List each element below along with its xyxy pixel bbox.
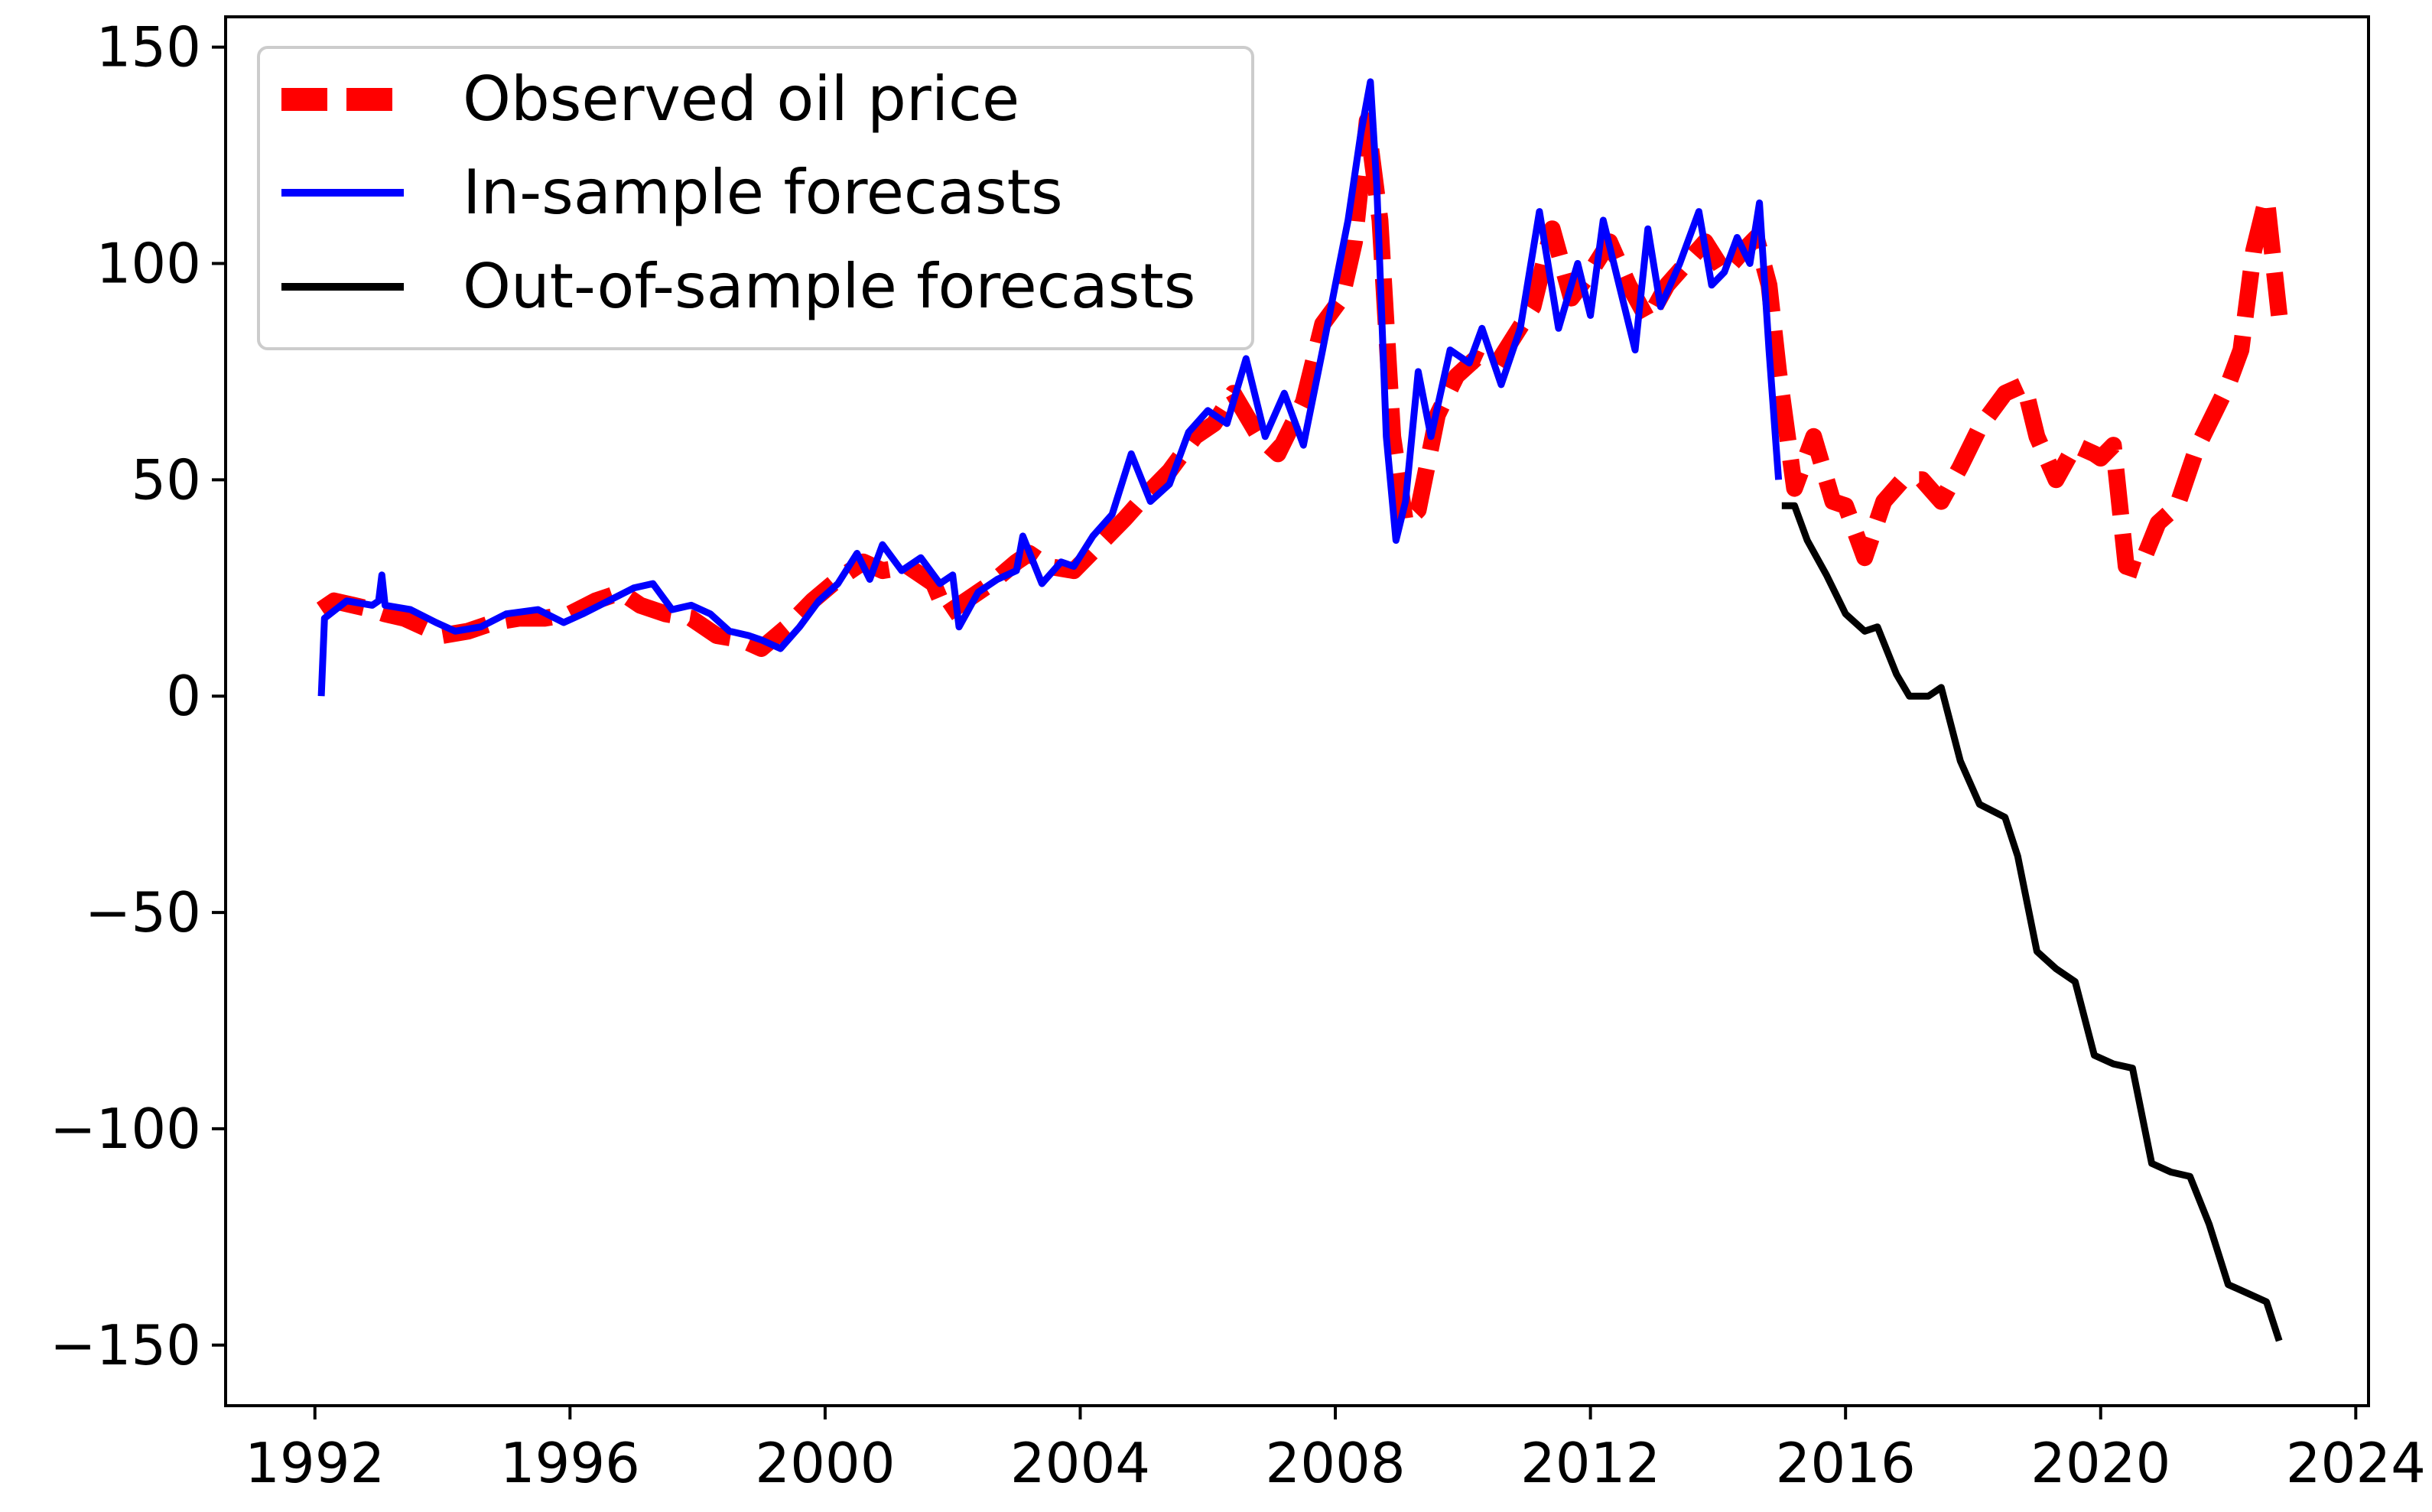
y-tick-label: 0 (166, 664, 201, 728)
legend-box (257, 46, 1254, 350)
series-layer (316, 78, 2288, 1342)
y-axis: 150 100 50 0 −50 −100 −150 (50, 15, 226, 1377)
x-tick-label: 2008 (1265, 1431, 1405, 1495)
x-tick-label: 2020 (2030, 1431, 2170, 1495)
series-in-sample-forecasts (317, 78, 1783, 697)
y-tick-label: 50 (131, 447, 201, 512)
x-tick-label: 1996 (500, 1431, 640, 1495)
x-tick-label: 2000 (755, 1431, 895, 1495)
y-tick-label: −50 (85, 880, 201, 945)
y-tick-label: −150 (50, 1313, 201, 1377)
legend-label-observed: Observed oil price (463, 63, 1019, 135)
x-tick-label: 2004 (1010, 1431, 1150, 1495)
legend: Observed oil price In-sample forecasts O… (257, 46, 1254, 350)
legend-label-in-sample: In-sample forecasts (463, 157, 1063, 228)
plot-frame (224, 15, 2370, 1407)
x-tick-label: 2012 (1520, 1431, 1660, 1495)
y-tick-label: −100 (50, 1097, 201, 1161)
y-tick-label: 100 (96, 231, 201, 295)
y-tick-label: 150 (96, 15, 201, 80)
x-axis: 1992 1996 2000 2004 2008 2012 2016 2020 2024 (245, 1406, 2426, 1495)
x-tick-label: 2016 (1776, 1431, 1916, 1495)
series-observed-oil-price (316, 112, 2288, 657)
series-out-of-sample-forecasts (1781, 502, 2283, 1342)
legend-label-out-of-sample: Out-of-sample forecasts (463, 251, 1195, 322)
x-tick-label: 2024 (2286, 1431, 2426, 1495)
x-tick-label: 1992 (245, 1431, 385, 1495)
